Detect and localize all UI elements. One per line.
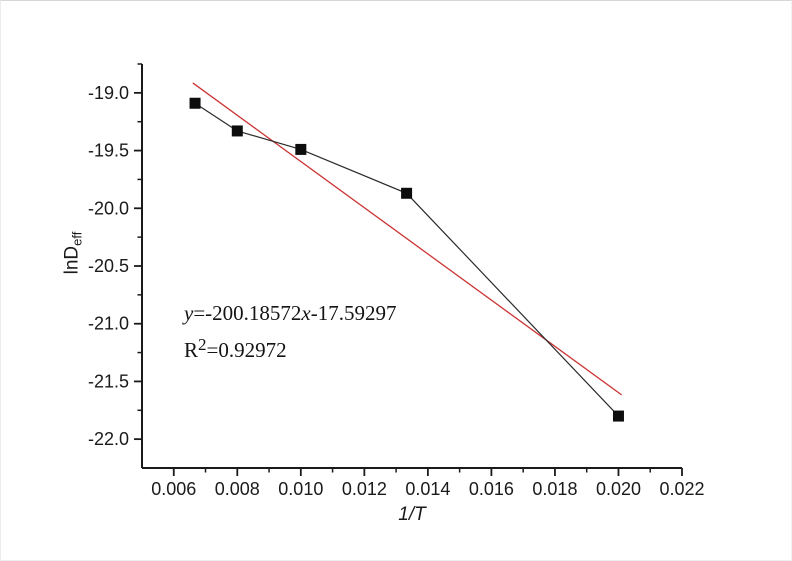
y-axis-title: lnDeff (62, 232, 85, 275)
y-axis-title-base: lnD (61, 245, 83, 275)
x-tick-label: 0.014 (405, 479, 450, 499)
equation-intercept: -17.59297 (310, 301, 397, 325)
x-tick-label: 0.008 (215, 479, 260, 499)
fit-annotation: y=-200.18572x-17.59297 R2=0.92972 (184, 298, 397, 366)
y-tick-label: -22.0 (88, 429, 129, 449)
y-tick-label: -19.5 (88, 141, 129, 161)
y-tick-label: -20.5 (88, 256, 129, 276)
x-tick-label: 0.022 (659, 479, 704, 499)
data-point-marker (295, 143, 307, 155)
r-symbol: R (184, 338, 199, 362)
fit-line (192, 82, 623, 396)
x-tick-label: 0.012 (342, 479, 387, 499)
data-point-marker (231, 125, 243, 137)
equation-y-symbol: y (184, 301, 194, 325)
y-tick-label: -19.0 (88, 83, 129, 103)
y-tick-label: -20.0 (88, 198, 129, 218)
y-tick-label: -21.0 (88, 314, 129, 334)
fit-equation-line: y=-200.18572x-17.59297 (184, 298, 397, 329)
data-line (194, 102, 619, 417)
x-axis-title: 1/T (398, 504, 426, 525)
data-point-marker (401, 187, 413, 199)
x-tick-label: 0.018 (532, 479, 577, 499)
x-tick-label: 0.016 (469, 479, 514, 499)
r-squared-value: =0.92972 (206, 338, 287, 362)
data-point-marker (189, 97, 201, 109)
data-point-marker (612, 410, 624, 422)
x-tick-label: 0.006 (151, 479, 196, 499)
equation-x-symbol: x (301, 301, 311, 325)
r-superscript: 2 (198, 335, 207, 354)
equation-slope: =-200.18572 (193, 301, 302, 325)
y-tick-label: -21.5 (88, 371, 129, 391)
r-squared-line: R2=0.92972 (184, 329, 397, 366)
x-tick-label: 0.020 (596, 479, 641, 499)
x-tick-label: 0.010 (278, 479, 323, 499)
y-axis-title-subscript: eff (69, 231, 85, 246)
